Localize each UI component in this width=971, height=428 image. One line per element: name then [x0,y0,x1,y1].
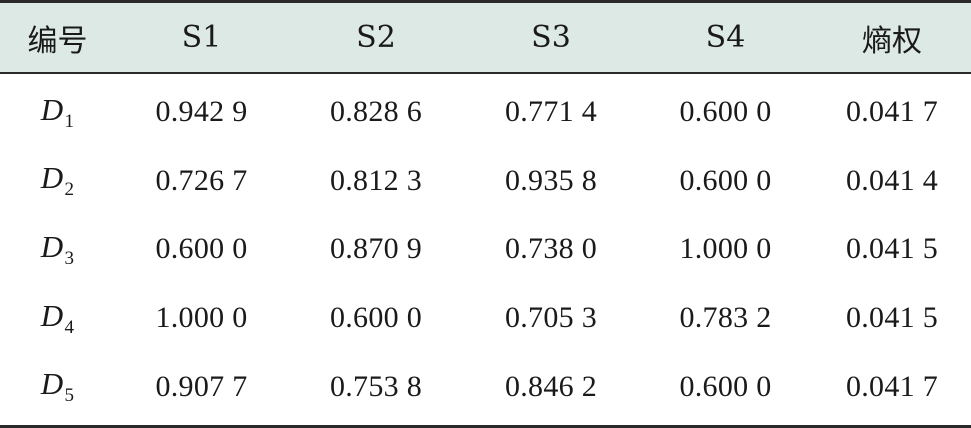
cell-s3: 0.846 2 [464,352,638,428]
header-row: 编号 S1 S2 S3 S4 熵权 [0,0,971,74]
cell-s1: 1.000 0 [155,301,248,335]
cell-s4: 0.600 0 [638,352,813,428]
cell-s1: 0.942 9 [155,95,248,129]
cell-entropy-weight: 0.041 5 [845,232,939,266]
table-row: D5 0.907 7 0.753 8 0.846 2 0.600 0 0.041… [0,352,971,428]
cell-s1: 0.600 0 [155,232,248,266]
header-entropy-weight: 熵权 [813,0,971,74]
header-s1: S1 [115,0,288,74]
cell-s1: 0.726 7 [155,163,248,197]
header-s3: S3 [464,0,638,74]
table-header: 编号 S1 S2 S3 S4 熵权 [0,0,971,74]
row-label: D2 [40,160,75,201]
cell-s4: 1.000 0 [679,232,772,266]
cell-s3: 0.738 0 [504,232,598,266]
cell-s3: 0.705 3 [504,301,598,335]
cell-s3: 0.935 8 [504,163,598,197]
cell-s2: 0.870 9 [329,232,423,266]
table-row: D1 0.942 9 0.828 6 0.771 4 0.600 0 0.041… [0,73,971,147]
row-label: D3 [40,228,75,269]
header-id: 编号 [0,0,115,74]
table-body: D1 0.942 9 0.828 6 0.771 4 0.600 0 0.041… [0,73,971,428]
header-s4: S4 [638,0,813,74]
cell-s2: 0.600 0 [329,301,423,335]
header-s2: S2 [288,0,464,74]
cell-entropy-weight: 0.041 7 [845,95,939,129]
cell-s4: 0.783 2 [679,301,772,335]
cell-s2: 0.828 6 [329,95,423,129]
table-row: D4 1.000 0 0.600 0 0.705 3 0.783 2 0.041… [0,284,971,353]
row-label: D4 [40,297,75,338]
cell-s3: 0.771 4 [504,95,598,129]
cell-s2: 0.812 3 [329,163,423,197]
cell-entropy-weight: 0.041 5 [845,301,939,335]
table-row: D2 0.726 7 0.812 3 0.935 8 0.600 0 0.041… [0,147,971,216]
row-label: D5 [0,352,115,428]
cell-entropy-weight: 0.041 7 [813,352,971,428]
cell-entropy-weight: 0.041 4 [845,163,939,197]
row-label: D1 [40,91,75,132]
cell-s4: 0.600 0 [679,95,772,129]
table-row: D3 0.600 0 0.870 9 0.738 0 1.000 0 0.041… [0,215,971,284]
cell-s1: 0.907 7 [115,352,288,428]
cell-s4: 0.600 0 [679,163,772,197]
cell-s2: 0.753 8 [288,352,464,428]
